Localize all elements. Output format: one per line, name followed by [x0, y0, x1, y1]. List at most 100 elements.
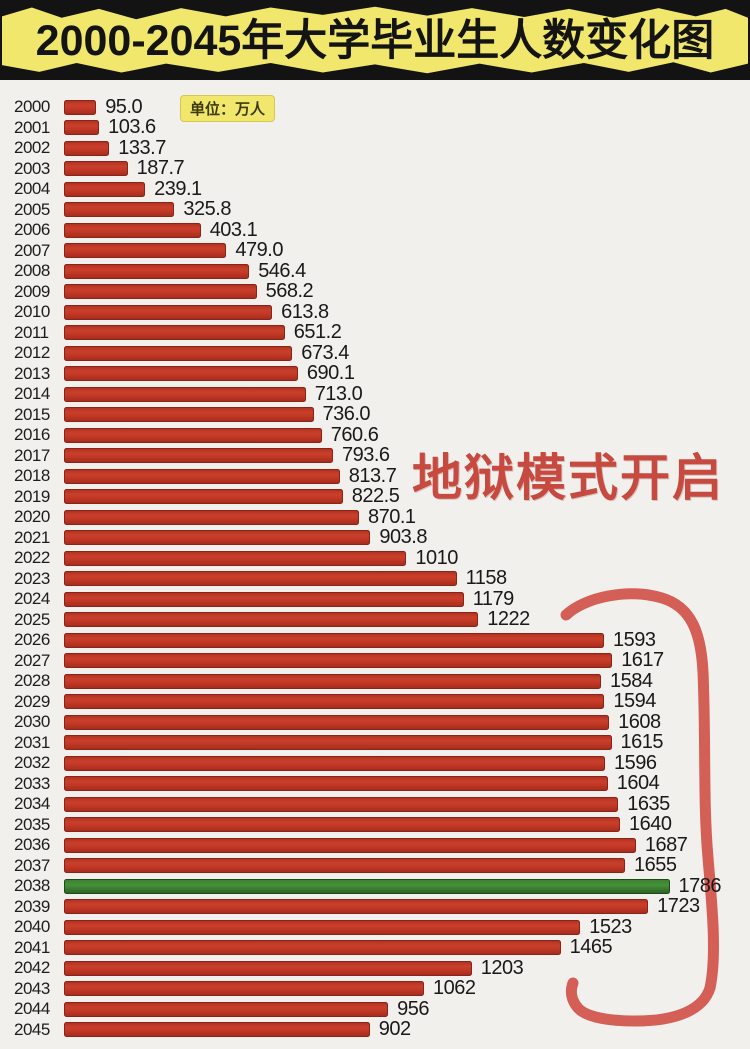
unit-badge: 单位：万人 — [180, 95, 276, 122]
bar-row: 2006 403.1 — [0, 219, 750, 241]
bar-row: 2024 1179 — [0, 588, 750, 610]
bar-row: 2002 133.7 — [0, 136, 750, 159]
year-label: 2006 — [14, 220, 50, 240]
year-label: 2034 — [14, 794, 50, 814]
value-label: 95.0 — [105, 95, 143, 118]
value-label: 1010 — [415, 546, 458, 569]
bar-row: 2033 1604 — [0, 772, 750, 794]
bar-row: 2004 239.1 — [0, 178, 750, 200]
bar — [64, 509, 359, 525]
year-label: 2031 — [14, 732, 50, 752]
bar — [64, 632, 604, 648]
bar-row: 2022 1010 — [0, 546, 750, 569]
value-label: 613.8 — [281, 300, 329, 323]
year-label: 2036 — [14, 835, 50, 855]
bar — [64, 571, 457, 587]
bar-row: 2016 760.6 — [0, 423, 750, 446]
bar-row: 2000 95.0 — [0, 95, 750, 118]
bar-row: 2007 479.0 — [0, 239, 750, 262]
bar-row: 2037 1655 — [0, 854, 750, 877]
value-label: 1062 — [433, 977, 476, 1000]
value-label: 760.6 — [330, 423, 379, 446]
bar-row: 2027 1617 — [0, 649, 750, 671]
value-label: 133.7 — [118, 136, 166, 159]
bar — [64, 345, 293, 361]
year-label: 2024 — [14, 589, 50, 609]
year-label: 2013 — [14, 363, 50, 383]
year-label: 2033 — [14, 773, 50, 793]
bar — [64, 468, 340, 484]
year-label: 2028 — [14, 671, 50, 691]
bar — [64, 714, 610, 730]
year-label: 2023 — [14, 568, 50, 588]
value-label: 1158 — [465, 567, 508, 590]
bar-row: 2038 1786 — [0, 875, 750, 897]
value-label: 479.0 — [235, 239, 283, 262]
bar-row: 2015 736.0 — [0, 403, 750, 425]
year-label: 2037 — [14, 855, 50, 875]
value-label: 902 — [378, 1018, 411, 1041]
year-label: 2022 — [14, 548, 50, 568]
bar-row: 2032 1596 — [0, 752, 750, 774]
bar-row: 2025 1222 — [0, 608, 750, 631]
year-label: 2030 — [14, 712, 50, 732]
bar — [64, 817, 620, 833]
year-label: 2025 — [14, 609, 50, 629]
bar-row: 2001 103.6 — [0, 116, 750, 138]
bar-row: 2044 956 — [0, 997, 750, 1020]
bar — [64, 899, 649, 915]
bar-row: 2012 673.4 — [0, 342, 750, 364]
year-label: 2010 — [14, 302, 50, 322]
bar-row: 2030 1608 — [0, 711, 750, 733]
year-label: 2035 — [14, 814, 50, 834]
year-label: 2012 — [14, 343, 50, 363]
bar — [64, 837, 636, 853]
bar-row: 2021 903.8 — [0, 526, 750, 548]
bar-row: 2020 870.1 — [0, 505, 750, 528]
bar — [64, 591, 464, 607]
year-label: 2040 — [14, 917, 50, 937]
bar — [64, 161, 128, 177]
bar — [64, 99, 97, 115]
value-label: 1655 — [634, 854, 677, 877]
year-label: 2001 — [14, 117, 50, 137]
year-label: 2045 — [14, 1019, 50, 1039]
year-label: 2004 — [14, 179, 50, 199]
year-label: 2038 — [14, 876, 50, 896]
bar — [64, 222, 201, 238]
year-label: 2039 — [14, 896, 50, 916]
bar — [64, 284, 257, 300]
bar — [64, 489, 343, 505]
year-label: 2032 — [14, 753, 50, 773]
bar-row: 2008 546.4 — [0, 260, 750, 282]
value-label: 568.2 — [265, 280, 314, 303]
bar — [64, 407, 314, 423]
value-label: 1222 — [487, 608, 530, 631]
year-label: 2019 — [14, 486, 50, 506]
bar — [64, 1001, 389, 1017]
value-label: 187.7 — [136, 157, 185, 180]
value-label: 713.0 — [314, 382, 363, 405]
year-label: 2044 — [14, 999, 50, 1019]
bar — [64, 776, 608, 792]
bar-rows: 2000 95.0 2001 103.6 2002 133.7 2003 187.7 2004 2… — [0, 95, 750, 1041]
year-label: 2009 — [14, 281, 50, 301]
year-label: 2041 — [14, 937, 50, 957]
value-label: 325.8 — [183, 198, 231, 221]
year-label: 2018 — [14, 466, 50, 486]
bar — [64, 304, 273, 320]
bar — [64, 530, 371, 546]
bar-row: 2045 902 — [0, 1018, 750, 1041]
value-label: 956 — [397, 997, 429, 1020]
chart-area: 单位：万人 地狱模式开启 2000 95.0 2001 103.6 2002 133.7 2… — [0, 80, 750, 1049]
bar — [64, 427, 322, 443]
year-label: 2029 — [14, 691, 50, 711]
bar — [64, 981, 424, 997]
year-label: 2008 — [14, 261, 50, 281]
value-label: 870.1 — [368, 505, 416, 528]
bar — [64, 366, 298, 382]
value-label: 1723 — [657, 895, 700, 918]
title-banner: 2000-2045年大学毕业生人数变化图 — [0, 0, 750, 80]
bar-row: 2017 793.6 — [0, 444, 750, 466]
bar — [64, 960, 472, 976]
